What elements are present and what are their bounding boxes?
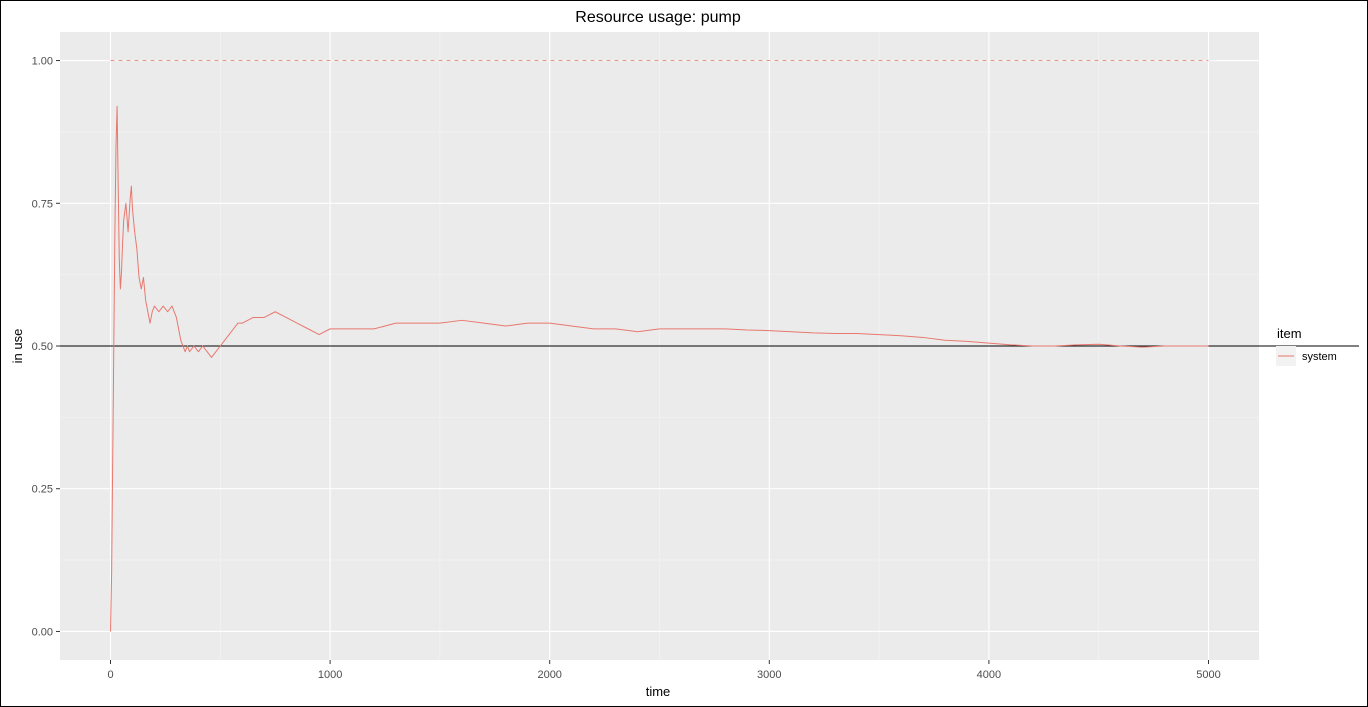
- x-tick-label: 2000: [537, 669, 561, 681]
- legend: item system: [1276, 326, 1337, 366]
- y-tick-label: 0.50: [32, 341, 53, 353]
- y-axis-title: in use: [10, 329, 25, 364]
- x-tick-label: 4000: [977, 669, 1001, 681]
- x-tick-label: 3000: [757, 669, 781, 681]
- y-tick-label: 0.00: [32, 626, 53, 638]
- series-line-system: [110, 105, 1209, 632]
- y-tick-label: 1.00: [32, 56, 53, 68]
- x-axis-title: time: [646, 684, 671, 699]
- x-tick-label: 1000: [318, 669, 342, 681]
- y-tick-label: 0.25: [32, 484, 53, 496]
- legend-label-system: system: [1302, 351, 1337, 363]
- x-tick-label: 0: [107, 669, 113, 681]
- x-tick-label: 5000: [1196, 669, 1220, 681]
- legend-title: item: [1277, 326, 1302, 341]
- chart-title: Resource usage: pump: [575, 9, 741, 26]
- y-tick-label: 0.75: [32, 198, 53, 210]
